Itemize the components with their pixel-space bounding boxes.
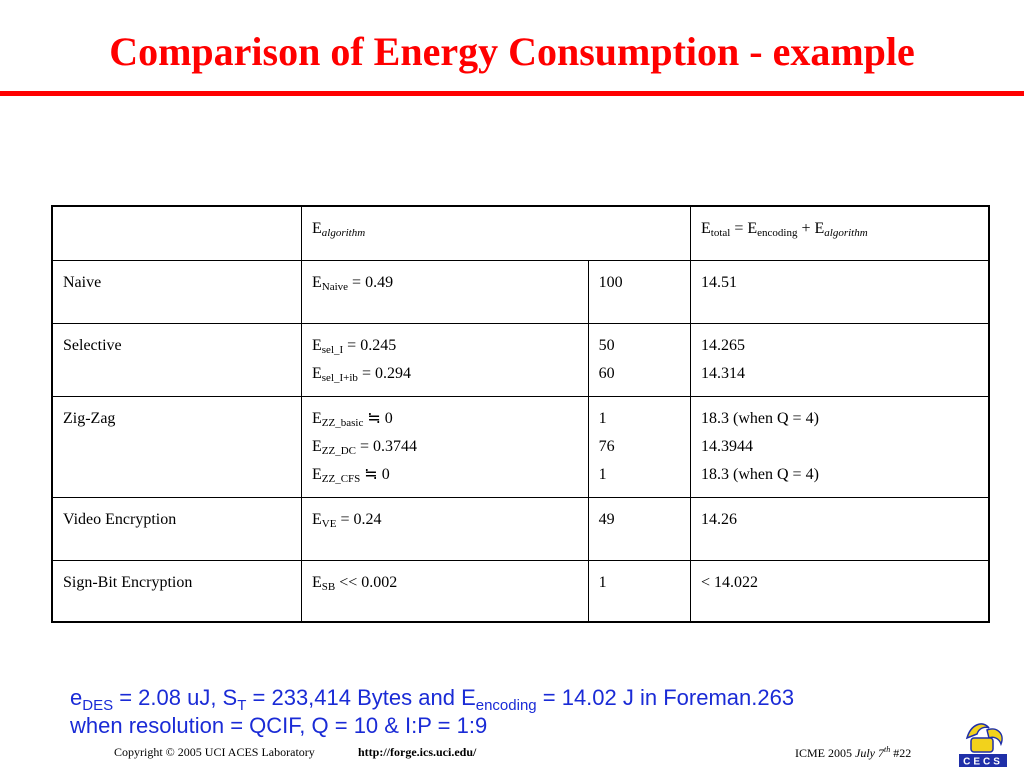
- count-value: 1: [598, 573, 607, 591]
- table-row: Zig-Zag EZZ_basic ≒ 0 EZZ_DC = 0.3744 EZZ_C…: [51, 395, 990, 498]
- cecs-logo: CECS: [959, 723, 1007, 768]
- total-value: 14.3944: [701, 437, 753, 455]
- footer-copyright: Copyright © 2005 UCI ACES Laboratory: [114, 745, 315, 759]
- count-cell: 50 60: [587, 322, 692, 397]
- title-divider: [0, 91, 1024, 96]
- table-row: Naive ENaive = 0.49 100 14.51: [51, 259, 990, 324]
- count-cell: 100: [587, 259, 692, 324]
- count-value: 50: [598, 336, 615, 354]
- algorithm-name-cell: Naive: [51, 259, 302, 324]
- total-value: 18.3 (when Q = 4): [701, 465, 819, 483]
- total-value: 18.3 (when Q = 4): [701, 409, 819, 427]
- count-value: 60: [598, 364, 615, 382]
- e-total-cell: 14.265 14.314: [690, 322, 990, 397]
- e-total-cell: 14.26: [690, 496, 990, 561]
- e-value: Esel_I+ib = 0.294: [312, 364, 411, 384]
- header-etot-eq: = E: [730, 220, 758, 237]
- footer-conference: ICME 2005 July 7th #22: [795, 745, 912, 760]
- e-value: EZZ_CFS ≒ 0: [312, 465, 390, 485]
- header-blank-cell: [51, 205, 302, 261]
- dataset-note: eDES = 2.08 uJ, ST = 233,414 Bytes and E…: [70, 684, 794, 740]
- header-etot-sub2: encoding: [757, 227, 798, 239]
- table-row: Selective Esel_I = 0.245 Esel_I+ib = 0.294…: [51, 322, 990, 397]
- algorithm-name-cell: Selective: [51, 322, 302, 397]
- total-value: 14.26: [701, 510, 737, 528]
- note-line-2: when resolution = QCIF, Q = 10 & I:P = 1…: [70, 713, 488, 738]
- header-etot-sub1: total: [710, 227, 731, 239]
- e-algorithm-cell: Esel_I = 0.245 Esel_I+ib = 0.294: [301, 322, 589, 397]
- logo-text: CECS: [963, 757, 1003, 768]
- e-total-cell: 14.51: [690, 259, 990, 324]
- logo-swoosh-icon-2: [986, 728, 1003, 747]
- e-value: EVE = 0.24: [312, 510, 382, 530]
- total-value: 14.314: [701, 364, 745, 382]
- count-value: 49: [598, 510, 615, 528]
- count-cell: 1 76 1: [587, 395, 692, 498]
- header-e-total: Etotal = Eencoding + Ealgorithm: [690, 205, 990, 261]
- logo-figure-icon: [970, 737, 994, 753]
- header-etot-e1: E: [701, 220, 711, 237]
- table-row: Video Encryption EVE = 0.24 49 14.26: [51, 496, 990, 561]
- header-e-letter: E: [312, 220, 322, 237]
- e-value: ENaive = 0.49: [312, 273, 394, 293]
- logo-banner: [959, 754, 1007, 767]
- count-cell: 1: [587, 559, 692, 623]
- header-etot-sub3: algorithm: [824, 227, 868, 239]
- energy-comparison-table: Ealgorithm Etotal = Eencoding + Ealgorit…: [51, 205, 990, 623]
- count-value: 1: [598, 409, 607, 427]
- table-row: Sign-Bit Encryption ESB << 0.002 1 < 14.022: [51, 559, 990, 623]
- e-total-cell: < 14.022: [690, 559, 990, 623]
- slide-title: Comparison of Energy Consumption - examp…: [109, 29, 915, 74]
- e-value: Esel_I = 0.245: [312, 336, 397, 356]
- e-total-cell: 18.3 (when Q = 4) 14.3944 18.3 (when Q = 4…: [690, 395, 990, 498]
- header-etot-plus: + E: [797, 220, 825, 237]
- count-value: 76: [598, 437, 615, 455]
- e-value: EZZ_basic ≒ 0: [312, 409, 393, 429]
- algorithm-name-cell: Sign-Bit Encryption: [51, 559, 302, 623]
- header-e-algorithm: Ealgorithm: [301, 205, 691, 261]
- logo-swoosh-icon: [965, 723, 990, 740]
- e-value: EZZ_DC = 0.3744: [312, 437, 418, 457]
- count-value: 1: [598, 465, 607, 483]
- e-algorithm-cell: ENaive = 0.49: [301, 259, 589, 324]
- e-algorithm-cell: ESB << 0.002: [301, 559, 589, 623]
- table-header-row: Ealgorithm Etotal = Eencoding + Ealgorit…: [51, 205, 990, 261]
- total-value: 14.51: [701, 273, 737, 291]
- count-value: 100: [598, 273, 623, 291]
- count-cell: 49: [587, 496, 692, 561]
- algorithm-name-cell: Video Encryption: [51, 496, 302, 561]
- e-value: ESB << 0.002: [312, 573, 398, 593]
- header-e-sub: algorithm: [321, 227, 366, 239]
- algorithm-name-cell: Zig-Zag: [51, 395, 302, 498]
- e-algorithm-cell: EVE = 0.24: [301, 496, 589, 561]
- total-value: < 14.022: [701, 573, 759, 591]
- total-value: 14.265: [701, 336, 745, 354]
- note-line-1: eDES = 2.08 uJ, ST = 233,414 Bytes and E…: [70, 685, 795, 714]
- e-algorithm-cell: EZZ_basic ≒ 0 EZZ_DC = 0.3744 EZZ_CFS ≒ 0: [301, 395, 589, 498]
- footer-link[interactable]: http://forge.ics.uci.edu/: [358, 745, 477, 759]
